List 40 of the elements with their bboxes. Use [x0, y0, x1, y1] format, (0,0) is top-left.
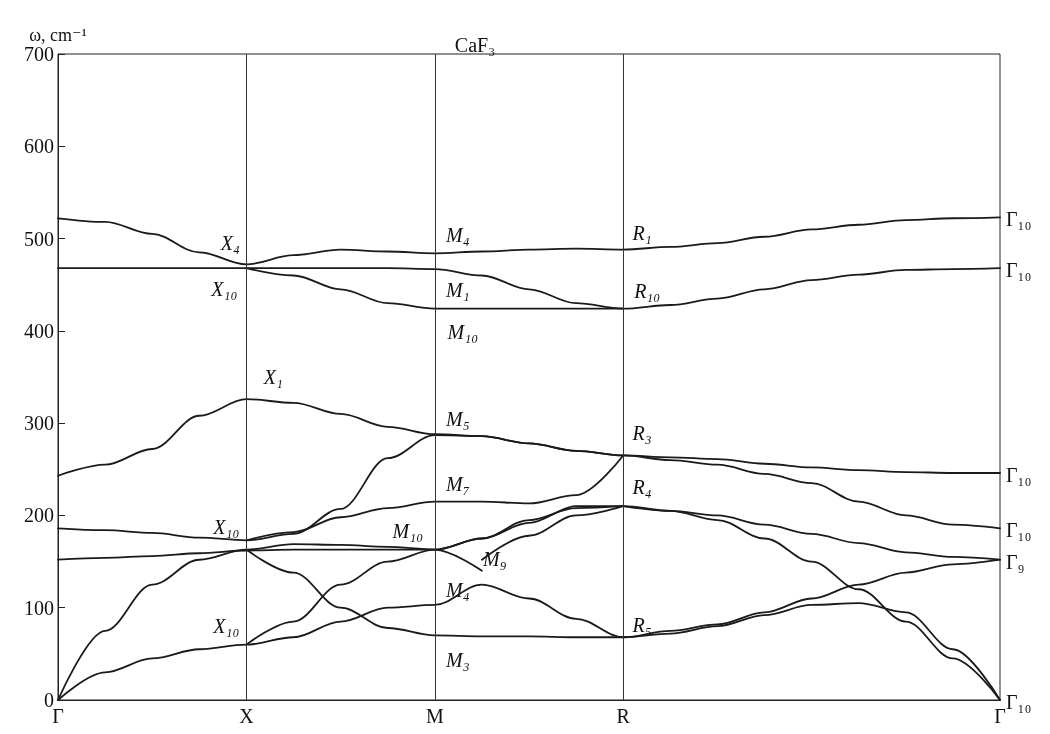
x-tick-label: Γ — [52, 705, 64, 727]
annotation: R₅ — [631, 614, 652, 637]
y-tick-label: 500 — [24, 227, 54, 250]
annotation: R₁ — [631, 221, 652, 244]
text: Γ₁₀ — [1006, 691, 1032, 713]
chart-title: CaF₃ — [454, 34, 496, 56]
x-tick-label: Γ — [994, 705, 1006, 727]
annotation: M₁₀ — [446, 320, 479, 343]
annotation: X₁ — [262, 366, 283, 389]
y-axis-title: ω, cm⁻¹ — [29, 25, 87, 46]
annotation: M₅ — [444, 408, 470, 431]
annotation: X₁₀ — [212, 516, 240, 539]
annotation: R₁₀ — [633, 279, 661, 302]
y-tick-label: 100 — [24, 596, 54, 619]
annotation: M₄ — [444, 578, 470, 601]
annotation: M₁₀ — [391, 519, 424, 542]
x-tick-label: X — [239, 705, 255, 727]
annotation: M₃ — [444, 649, 470, 672]
annotation: R₃ — [631, 422, 652, 445]
text: Γ₁₀ — [1006, 259, 1032, 282]
annotation: M₉ — [481, 547, 507, 570]
y-tick-label: 0 — [44, 689, 54, 711]
annotation: M₄ — [444, 224, 470, 247]
text: Γ₁₀ — [1006, 519, 1032, 542]
annotation: R₄ — [631, 476, 652, 499]
annotation: X₁₀ — [212, 614, 240, 637]
annotation: M₇ — [444, 472, 470, 495]
y-tick-label: 600 — [24, 135, 54, 158]
annotation: M₁ — [444, 279, 470, 302]
y-tick-label: 700 — [24, 43, 54, 65]
y-tick-label: 200 — [24, 504, 54, 527]
text: Γ₉ — [1006, 550, 1025, 573]
x-tick-label: R — [616, 705, 631, 727]
y-tick-label: 400 — [24, 319, 54, 342]
annotation: X₁₀ — [210, 278, 238, 301]
text: Γ₁₀ — [1006, 463, 1032, 486]
y-tick-label: 300 — [24, 412, 54, 435]
annotation: X₄ — [219, 232, 241, 255]
x-tick-label: M — [425, 705, 444, 727]
text: Γ₁₀ — [1006, 208, 1032, 231]
